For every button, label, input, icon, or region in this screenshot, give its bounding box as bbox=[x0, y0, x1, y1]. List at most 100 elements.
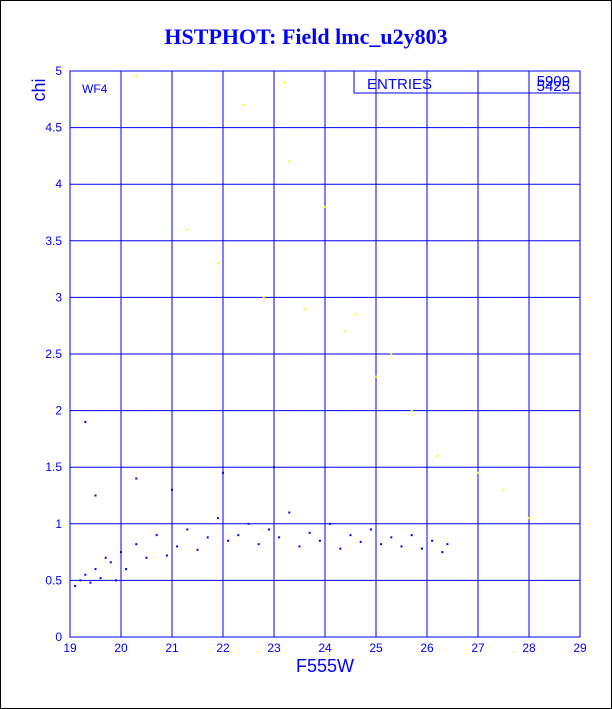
stats-entries-value-overlap: 5425 bbox=[537, 78, 570, 95]
scatter-point bbox=[288, 511, 291, 514]
x-tick-label: 24 bbox=[318, 641, 332, 655]
y-tick-label: 4.5 bbox=[45, 121, 62, 135]
chip-annotation: WF4 bbox=[82, 82, 108, 96]
scatter-point bbox=[380, 543, 383, 546]
scatter-point bbox=[227, 539, 230, 542]
data-points bbox=[74, 75, 530, 588]
scatter-point bbox=[94, 494, 97, 497]
stats-entries-value: 5909 bbox=[537, 73, 570, 90]
scatter-point bbox=[94, 568, 97, 571]
scatter-point bbox=[247, 522, 250, 525]
x-tick-label: 19 bbox=[63, 641, 77, 655]
x-tick-labels: 19 20 21 22 23 24 25 26 27 28 29 bbox=[63, 641, 587, 655]
scatter-point bbox=[222, 471, 224, 474]
scatter-point bbox=[441, 551, 444, 554]
scatter-point bbox=[262, 296, 265, 299]
scatter-point bbox=[318, 539, 321, 542]
y-axis-label: chi bbox=[29, 78, 49, 101]
scatter-point bbox=[273, 466, 275, 469]
y-tick-label: 3.5 bbox=[45, 234, 62, 248]
scatter-point bbox=[446, 543, 449, 546]
scatter-point bbox=[99, 577, 102, 580]
grid-lines bbox=[69, 70, 581, 638]
scatter-point bbox=[196, 548, 199, 551]
scatter-point bbox=[125, 568, 128, 571]
chart-title: HSTPHOT: Field lmc_u2y803 bbox=[164, 24, 448, 49]
stats-box-frame bbox=[353, 70, 581, 94]
scatter-point bbox=[375, 375, 377, 378]
plot-border bbox=[69, 70, 581, 638]
scatter-point bbox=[298, 545, 301, 548]
x-tick-label: 28 bbox=[522, 641, 536, 655]
scatter-point bbox=[135, 75, 138, 78]
scatter-point bbox=[104, 556, 107, 559]
x-tick-label: 22 bbox=[216, 641, 230, 655]
scatter-point bbox=[165, 554, 168, 557]
scatter-point bbox=[436, 454, 439, 457]
scatter-point bbox=[528, 517, 530, 520]
scatter-point bbox=[237, 534, 240, 537]
scatter-point bbox=[267, 528, 270, 531]
scatter-point bbox=[109, 561, 112, 564]
scatter-point bbox=[257, 543, 260, 546]
y-tick-label: 0 bbox=[55, 630, 62, 644]
scatter-point bbox=[400, 545, 403, 548]
y-tick-label: 3 bbox=[55, 290, 62, 304]
scatter-point bbox=[120, 551, 122, 554]
x-tick-label: 27 bbox=[471, 641, 485, 655]
scatter-point bbox=[431, 539, 434, 542]
y-tick-label: 2.5 bbox=[45, 347, 62, 361]
scatter-point bbox=[216, 262, 219, 265]
y-tick-label: 4 bbox=[55, 177, 62, 191]
scatter-point bbox=[283, 81, 286, 84]
scatter-point bbox=[186, 228, 189, 231]
scatter-point bbox=[84, 420, 87, 423]
x-tick-label: 26 bbox=[420, 641, 434, 655]
scatter-point bbox=[84, 573, 87, 576]
y-tick-label: 0.5 bbox=[45, 573, 62, 587]
scatter-point bbox=[502, 488, 505, 491]
scatter-point bbox=[114, 579, 117, 582]
scatter-point bbox=[477, 471, 479, 474]
scatter-point bbox=[359, 540, 362, 543]
scatter-point bbox=[145, 556, 148, 559]
scatter-point bbox=[369, 528, 372, 531]
scatter-point bbox=[89, 581, 92, 584]
scatter-point bbox=[74, 585, 77, 588]
scatter-point bbox=[303, 307, 306, 310]
y-tick-label: 1.5 bbox=[45, 460, 62, 474]
scatter-point bbox=[242, 103, 245, 106]
stats-entries-label: ENTRIES bbox=[367, 76, 432, 93]
scatter-point bbox=[420, 547, 423, 550]
scatter-point bbox=[308, 531, 311, 534]
y-tick-label: 1 bbox=[55, 517, 62, 531]
y-tick-label: 5 bbox=[55, 64, 62, 78]
scatter-point bbox=[176, 545, 179, 548]
scatter-point bbox=[79, 579, 82, 582]
scatter-point bbox=[186, 528, 189, 531]
stats-box: ENTRIES 5909 5425 bbox=[353, 70, 581, 95]
scatter-point bbox=[339, 547, 342, 550]
scatter-point bbox=[329, 522, 332, 525]
scatter-point bbox=[324, 205, 326, 208]
scatter-point bbox=[216, 517, 219, 520]
x-tick-label: 20 bbox=[114, 641, 128, 655]
x-tick-label: 25 bbox=[369, 641, 383, 655]
scatter-point bbox=[390, 536, 393, 539]
scatter-point bbox=[344, 330, 347, 333]
scatter-point bbox=[171, 488, 173, 491]
scatter-point bbox=[155, 534, 158, 537]
scatter-point bbox=[354, 313, 357, 316]
scatter-point bbox=[288, 160, 291, 163]
x-tick-label: 21 bbox=[165, 641, 179, 655]
scatter-point bbox=[206, 536, 209, 539]
y-tick-labels: 0 0.5 1 1.5 2 2.5 3 3.5 4 4.5 5 bbox=[45, 64, 62, 644]
scatter-point bbox=[349, 534, 352, 537]
x-tick-label: 23 bbox=[267, 641, 281, 655]
scatter-point bbox=[135, 543, 138, 546]
scatter-point bbox=[410, 534, 413, 537]
scatter-point bbox=[278, 536, 281, 539]
scatter-point bbox=[410, 409, 413, 412]
x-axis-label: F555W bbox=[296, 656, 354, 676]
